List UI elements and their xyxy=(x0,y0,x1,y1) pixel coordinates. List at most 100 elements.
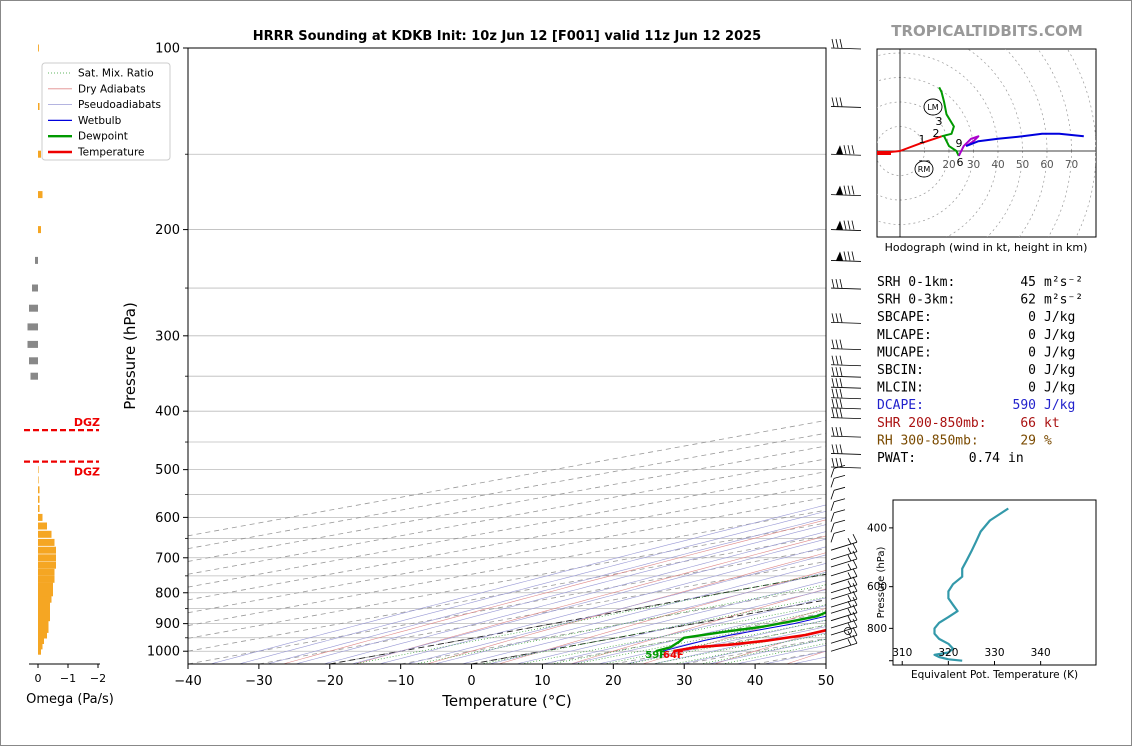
wind-barb xyxy=(830,278,862,290)
omega-bar xyxy=(38,647,41,655)
omega-bar xyxy=(38,554,56,562)
index-row: MUCAPE: 0 J/kg xyxy=(877,345,1075,360)
calm-wind-marker xyxy=(844,627,852,635)
pseudoadiabat xyxy=(625,619,826,664)
storm-motion-marker xyxy=(914,160,934,178)
legend-entry: Temperature xyxy=(77,147,145,159)
omega-bar xyxy=(38,608,50,616)
omega-bar xyxy=(38,486,40,494)
wind-barb xyxy=(830,559,858,577)
x-tick-label: −20 xyxy=(316,674,343,689)
index-row: SHR 200-850mb: 66 kt xyxy=(877,416,1060,431)
theta-x-tick-label: 320 xyxy=(938,647,958,659)
index-unit: in xyxy=(1008,451,1024,466)
isotherm-line xyxy=(188,548,826,664)
hodograph-caption: Hodograph (wind in kt, height in km) xyxy=(885,241,1088,254)
omega-bar xyxy=(38,637,44,644)
omega-bar xyxy=(38,546,56,554)
dry-adiabat xyxy=(426,552,826,664)
omega-bar xyxy=(38,150,41,158)
omega-bar xyxy=(38,103,40,110)
index-unit: J/kg xyxy=(1044,381,1075,396)
omega-bar xyxy=(38,191,43,199)
y-tick-label: 500 xyxy=(155,463,180,478)
skewt-axes: 59F64F1002003004005006007008009001000−40… xyxy=(121,42,834,711)
hodograph-height-label: 1 xyxy=(919,133,926,146)
omega-bar xyxy=(29,357,38,365)
pseudoadiabat xyxy=(267,517,826,664)
wind-barb xyxy=(830,355,862,367)
index-value: 66 xyxy=(1020,416,1036,431)
legend-entry: Wetbulb xyxy=(78,115,122,127)
wind-barb xyxy=(830,635,858,652)
omega-bar xyxy=(38,44,39,52)
x-tick-label: −10 xyxy=(387,674,414,689)
dry-adiabat xyxy=(498,570,826,664)
dry-adiabat xyxy=(283,519,826,664)
omega-bar xyxy=(38,505,40,512)
y-tick-label: 900 xyxy=(155,617,180,632)
skewt-axes-frame xyxy=(187,47,827,665)
hodograph-trace xyxy=(957,135,980,157)
y-tick-label: 400 xyxy=(155,405,180,420)
omega-bar xyxy=(38,620,49,628)
index-row: RH 300-850mb: 29% xyxy=(877,433,1052,448)
wind-barb xyxy=(830,38,862,50)
x-tick-label: 40 xyxy=(747,674,764,689)
wind-barb xyxy=(830,519,846,533)
index-value: 62 xyxy=(1020,293,1036,308)
mixing-ratio-line xyxy=(415,584,826,664)
wind-barb xyxy=(830,583,858,600)
indices-table: SRH 0-1km: 45 m²s⁻² SRH 0-3km: 62 m²s⁻² SBCAPE… xyxy=(877,275,1083,466)
y-tick-label: 600 xyxy=(155,511,180,526)
index-value: 0 xyxy=(1028,381,1036,396)
index-row: MLCAPE: 0 J/kg xyxy=(877,328,1075,343)
theta-x-tick-label: 340 xyxy=(1031,647,1051,659)
omega-bar xyxy=(38,522,47,530)
wind-barb xyxy=(830,509,846,522)
hodograph-plot: 10203040506070LMRM12369 xyxy=(877,49,1096,237)
omega-bar xyxy=(38,589,53,597)
x-tick-label: 30 xyxy=(676,674,693,689)
legend-entry: Pseudoadiabats xyxy=(78,99,161,111)
y-tick-label: 200 xyxy=(155,223,180,238)
index-row: SBCAPE: 0 J/kg xyxy=(877,310,1075,325)
legend-box xyxy=(41,62,171,161)
index-label: DCAPE: xyxy=(877,398,924,413)
pseudoadiabat xyxy=(407,554,826,664)
x-axis-label: Temperature (°C) xyxy=(441,692,571,710)
omega-bar xyxy=(38,561,56,569)
pseudoadiabat xyxy=(351,538,826,664)
wind-barb xyxy=(830,145,862,156)
isotherm-line xyxy=(188,458,826,575)
hodograph-ring-label: 70 xyxy=(1065,159,1078,171)
wind-barbs xyxy=(830,38,862,652)
pseudoadiabat xyxy=(295,524,826,664)
index-unit: J/kg xyxy=(1044,363,1075,378)
x-tick-label: 50 xyxy=(818,674,835,689)
hodograph-trace xyxy=(943,135,960,157)
index-label: SBCIN: xyxy=(877,363,924,378)
pseudoadiabat xyxy=(516,589,826,664)
index-unit: J/kg xyxy=(1044,345,1075,360)
omega-bar xyxy=(38,476,39,484)
wind-barb xyxy=(830,444,862,455)
x-tick-label: 0 xyxy=(467,674,475,689)
isotherm-line xyxy=(188,522,826,639)
y-tick-label: 1000 xyxy=(147,645,180,660)
wind-barb xyxy=(830,378,862,389)
wind-barb xyxy=(830,251,862,262)
theta-e-trace xyxy=(933,507,1009,662)
omega-tick-label: −1 xyxy=(60,672,76,685)
wind-barb xyxy=(830,398,862,410)
wind-barb xyxy=(830,339,862,350)
theta-y-axis-label: Pressure (hPa) xyxy=(876,547,887,619)
index-value: 0 xyxy=(1028,363,1036,378)
surface-temperature-label: 64F xyxy=(663,650,684,661)
x-tick-label: −40 xyxy=(174,674,201,689)
index-value: 29 xyxy=(1020,433,1036,448)
wind-barb xyxy=(830,313,862,324)
theta-x-axis-label: Equivalent Pot. Temperature (K) xyxy=(911,669,1078,681)
omega-bar xyxy=(29,304,38,312)
